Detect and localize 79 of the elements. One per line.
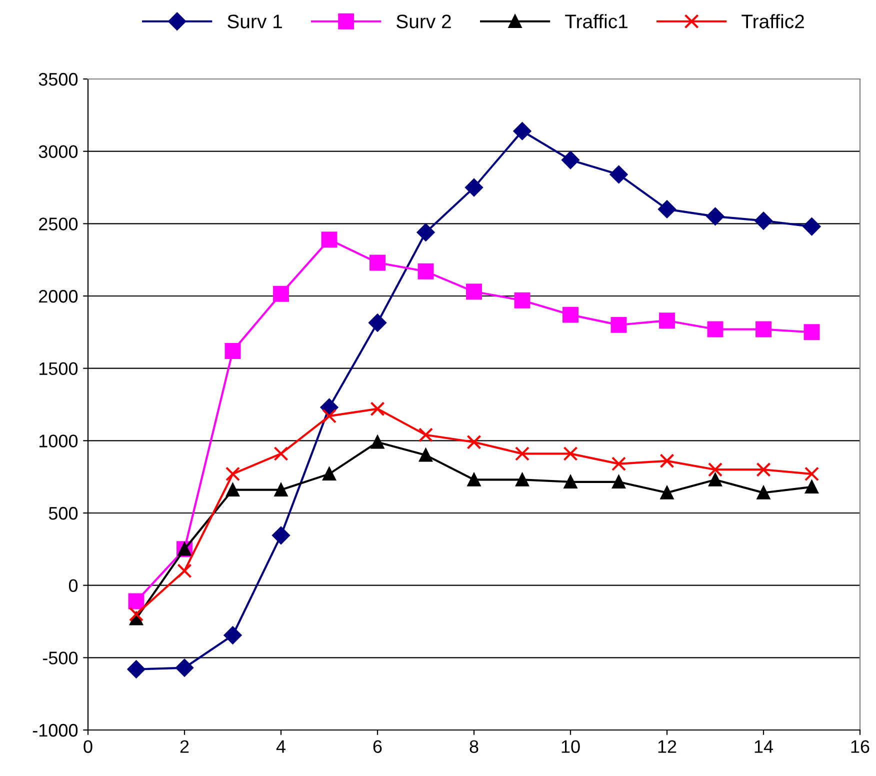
- point: [321, 232, 338, 248]
- point: [368, 314, 386, 332]
- x-tick-label: 6: [373, 740, 382, 753]
- point: [516, 473, 529, 486]
- y-tick-label: 500: [48, 506, 78, 520]
- point: [322, 467, 336, 481]
- point: [128, 606, 144, 622]
- legend-label: Surv 2: [396, 14, 451, 28]
- point: [612, 475, 626, 488]
- point: [224, 342, 241, 359]
- point: [802, 218, 821, 236]
- point: [128, 593, 144, 610]
- point: [370, 436, 384, 449]
- point: [562, 306, 578, 323]
- point: [465, 178, 483, 196]
- y-tick-label: 1000: [39, 434, 78, 448]
- point: [564, 475, 578, 488]
- x-tick-label: 2: [180, 740, 189, 753]
- point: [708, 473, 722, 486]
- point: [418, 428, 434, 442]
- point: [466, 434, 482, 450]
- point: [226, 483, 240, 496]
- point: [224, 626, 242, 644]
- point: [513, 122, 532, 140]
- x-tick-label: 16: [851, 740, 870, 753]
- y-tick-label: -1000: [32, 724, 78, 737]
- point: [370, 254, 386, 271]
- x-tick-label: 4: [276, 740, 286, 753]
- point: [177, 564, 192, 578]
- point: [756, 462, 771, 477]
- point: [659, 312, 675, 329]
- point: [610, 316, 627, 333]
- point: [514, 292, 530, 308]
- point: [272, 526, 290, 544]
- point: [225, 466, 240, 482]
- point: [274, 483, 288, 496]
- point: [274, 446, 288, 461]
- legend-label: Traffic1: [565, 14, 628, 28]
- point: [563, 446, 578, 461]
- legend-label: Surv 1: [228, 14, 282, 28]
- point: [611, 456, 626, 472]
- point: [660, 486, 674, 500]
- point: [658, 200, 676, 218]
- point: [466, 284, 482, 300]
- point: [273, 286, 289, 302]
- point: [706, 208, 724, 226]
- y-tick-label: 2000: [39, 290, 78, 303]
- y-tick-label: 3500: [38, 72, 78, 86]
- point: [708, 462, 723, 477]
- point: [416, 223, 435, 242]
- point: [756, 486, 770, 500]
- point: [176, 658, 194, 677]
- point: [805, 480, 818, 494]
- point: [514, 446, 530, 461]
- y-tick-label: 3000: [38, 145, 78, 158]
- point: [707, 321, 724, 338]
- point: [418, 263, 434, 280]
- point: [756, 321, 772, 338]
- point: [419, 448, 432, 462]
- point: [804, 324, 820, 340]
- point: [127, 660, 146, 678]
- x-tick-label: 0: [84, 740, 92, 753]
- point: [610, 166, 628, 184]
- point: [804, 466, 820, 482]
- x-tick-label: 12: [658, 740, 676, 753]
- point: [370, 402, 385, 416]
- x-tick-label: 8: [470, 740, 478, 753]
- x-tick-label: 10: [562, 740, 580, 753]
- y-tick-label: 1500: [39, 362, 78, 376]
- legend-label: Traffic2: [742, 14, 804, 28]
- point: [322, 408, 337, 424]
- y-tick-label: 0: [68, 579, 78, 592]
- point: [660, 454, 674, 468]
- point: [562, 151, 580, 169]
- y-tick-label: -500: [42, 652, 78, 664]
- x-tick-label: 14: [754, 740, 774, 753]
- point: [467, 473, 481, 486]
- point: [754, 212, 772, 230]
- y-tick-label: 2500: [39, 218, 78, 230]
